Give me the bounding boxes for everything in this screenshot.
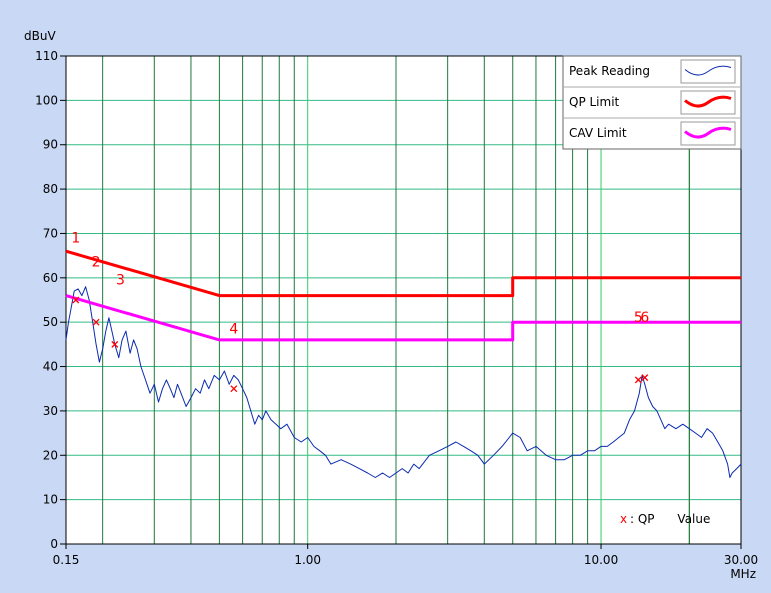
series-line-peak-reading xyxy=(65,286,742,478)
plot-frame xyxy=(65,55,742,545)
y-tick-label: 10 xyxy=(43,493,58,507)
y-tick-label: 80 xyxy=(43,182,58,196)
qp-point xyxy=(111,340,119,348)
legend-entry-label: QP Limit xyxy=(569,95,620,109)
peak-marker-label: 5 xyxy=(634,310,643,326)
y-axis-label: dBuV xyxy=(24,29,56,43)
qp-point xyxy=(641,374,649,382)
qp-point xyxy=(92,318,100,326)
peak-marker-label: 1 xyxy=(71,230,80,246)
x-tick-label: 30.00 xyxy=(724,553,758,567)
y-tick-label: 40 xyxy=(43,360,58,374)
legend-entry-label: CAV Limit xyxy=(569,126,627,140)
x-axis-label: MHz xyxy=(730,567,756,581)
axes: 0 10 20 30 40 50 60 70 80 90 100 110 0.15 1.00 10.00 30… xyxy=(35,49,758,567)
series-line-cav-limit xyxy=(65,294,741,342)
y-tick-label: 100 xyxy=(35,93,58,107)
peak-marker-label: 6 xyxy=(640,310,649,326)
y-tick-label: 60 xyxy=(43,271,58,285)
y-tick-label: 90 xyxy=(43,138,58,152)
legend-entry-label: Peak Reading xyxy=(569,64,650,78)
y-tick-label: 110 xyxy=(35,49,58,63)
qp-note-text: : QP Value xyxy=(630,512,710,526)
y-tick-label: 70 xyxy=(43,226,58,240)
legend-swatch xyxy=(684,65,732,76)
peak-marker-label: 3 xyxy=(116,272,125,288)
legend-swatch xyxy=(684,126,732,139)
peak-marker-label: 4 xyxy=(229,321,238,337)
y-tick-label: 50 xyxy=(43,315,58,329)
series-line-qp-limit xyxy=(65,249,741,298)
y-tick-label: 20 xyxy=(43,448,58,462)
x-tick-label: 1.00 xyxy=(294,553,321,567)
qp-note: x : QP Value xyxy=(620,512,710,526)
peak-marker-label: 2 xyxy=(92,255,101,271)
y-tick-label: 0 xyxy=(50,537,58,551)
qp-note-mark: x xyxy=(620,512,627,526)
legend: Peak Reading QP Limit CAV Limit xyxy=(562,55,742,150)
qp-point xyxy=(230,385,238,393)
qp-point xyxy=(72,296,80,304)
qp-point xyxy=(634,376,642,384)
marker-layer: 123 4 56 xyxy=(71,230,649,393)
x-tick-label: 10.00 xyxy=(584,553,618,567)
x-tick-label: 0.15 xyxy=(53,553,80,567)
y-tick-label: 30 xyxy=(43,404,58,418)
series-layer xyxy=(65,249,742,478)
legend-swatch xyxy=(684,95,732,108)
